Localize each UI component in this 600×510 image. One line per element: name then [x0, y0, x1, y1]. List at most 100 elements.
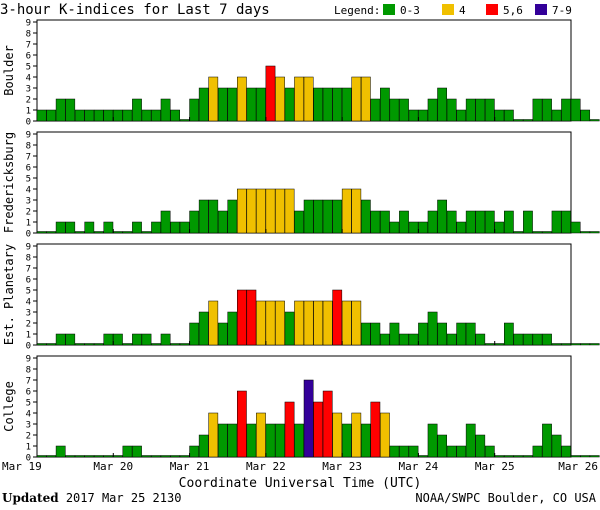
k-index-bar	[141, 455, 152, 458]
k-index-bar	[437, 87, 447, 122]
k-index-bar	[589, 343, 600, 346]
k-index-bar	[84, 109, 95, 122]
k-index-bar	[132, 445, 142, 458]
k-index-bar	[141, 231, 152, 234]
y-tick-label: 7	[26, 377, 31, 387]
k-index-bar	[284, 188, 295, 234]
y-tick-label: 3	[26, 197, 31, 207]
y-tick-label: 2	[26, 208, 31, 218]
y-tick-label: 6	[26, 388, 31, 398]
k-index-bar	[294, 423, 304, 458]
k-index-bar	[246, 188, 257, 234]
legend-swatch	[442, 4, 454, 15]
k-index-bar	[208, 300, 219, 346]
k-index-bar	[151, 109, 161, 122]
k-index-bar	[237, 390, 247, 458]
k-index-bar	[484, 343, 495, 346]
k-index-bar	[542, 231, 552, 234]
k-index-bar	[437, 434, 447, 458]
k-index-bar	[170, 455, 180, 458]
legend-swatch	[535, 4, 547, 15]
k-index-bar	[589, 119, 600, 122]
k-index-bar	[256, 188, 266, 234]
x-axis-label: Coordinate Universal Time (UTC)	[179, 476, 422, 490]
k-index-bar	[65, 98, 76, 122]
k-index-bar	[532, 333, 543, 346]
k-index-bar	[427, 210, 438, 234]
k-index-bar	[427, 98, 438, 122]
k-index-bar	[84, 343, 95, 346]
k-index-bar	[570, 343, 581, 346]
k-index-bar	[93, 343, 104, 346]
k-index-bar	[275, 188, 285, 234]
y-tick-label: 1	[26, 443, 31, 453]
k-index-bar	[341, 423, 352, 458]
k-index-bar	[160, 210, 171, 234]
k-index-bar	[132, 221, 142, 234]
k-index-bar	[523, 333, 533, 346]
updated-label: Updated	[2, 491, 59, 505]
k-index-bar	[217, 87, 228, 122]
k-index-bar	[484, 445, 495, 458]
k-index-bar	[389, 445, 400, 458]
k-index-bar	[198, 311, 209, 346]
panel-label: College	[2, 381, 16, 432]
k-index-bar	[160, 98, 171, 122]
k-index-bar	[418, 455, 428, 458]
k-index-bar	[408, 445, 419, 458]
k-index-bar	[208, 76, 219, 122]
k-index-bar	[170, 343, 180, 346]
k-index-bar	[513, 231, 524, 234]
k-index-bar	[332, 199, 343, 234]
k-index-bar	[408, 333, 419, 346]
y-tick-label: 8	[26, 366, 31, 376]
k-index-bar	[179, 221, 190, 234]
y-tick-label: 4	[26, 298, 31, 308]
k-index-bar	[360, 423, 371, 458]
k-index-bar	[322, 300, 333, 346]
k-index-bar	[74, 343, 85, 346]
k-index-bar	[55, 445, 66, 458]
y-tick-label: 9	[26, 131, 31, 141]
k-index-bar	[93, 109, 104, 122]
k-index-bar	[141, 109, 152, 122]
k-index-bar	[74, 231, 85, 234]
k-index-bar	[151, 455, 161, 458]
k-index-bar	[227, 311, 238, 346]
k-index-bar	[523, 210, 533, 234]
k-index-bar	[46, 231, 57, 234]
k-index-bar	[494, 343, 505, 346]
k-index-bar	[46, 455, 57, 458]
k-index-bar	[265, 423, 276, 458]
y-tick-label: 2	[26, 432, 31, 442]
x-tick-label: Mar 21	[170, 460, 210, 473]
k-index-bar	[36, 343, 47, 346]
y-tick-label: 8	[26, 30, 31, 40]
k-index-bar	[580, 455, 591, 458]
k-index-bar	[360, 76, 371, 122]
chart-title: 3-hour K-indices for Last 7 days	[0, 2, 270, 18]
k-index-bar	[122, 343, 133, 346]
k-index-bar	[456, 445, 467, 458]
k-index-bar	[275, 423, 285, 458]
k-index-bar	[65, 455, 76, 458]
k-index-bar	[275, 76, 285, 122]
y-tick-label: 9	[26, 355, 31, 365]
k-index-bar	[351, 412, 362, 458]
updated-stamp: Updated 2017 Mar 25 2130	[2, 491, 181, 505]
k-index-bar	[504, 109, 514, 122]
k-index-bar	[132, 333, 142, 346]
legend-entry-label: 4	[459, 4, 466, 17]
k-index-bar	[217, 210, 228, 234]
k-index-bar	[561, 343, 571, 346]
k-index-bar	[198, 199, 209, 234]
k-index-bar	[523, 455, 533, 458]
k-index-bar	[256, 87, 266, 122]
y-tick-label: 0	[26, 342, 31, 352]
k-index-bar	[532, 231, 543, 234]
k-index-bar	[418, 322, 428, 346]
k-index-bar	[370, 322, 381, 346]
k-index-bar	[322, 87, 333, 122]
